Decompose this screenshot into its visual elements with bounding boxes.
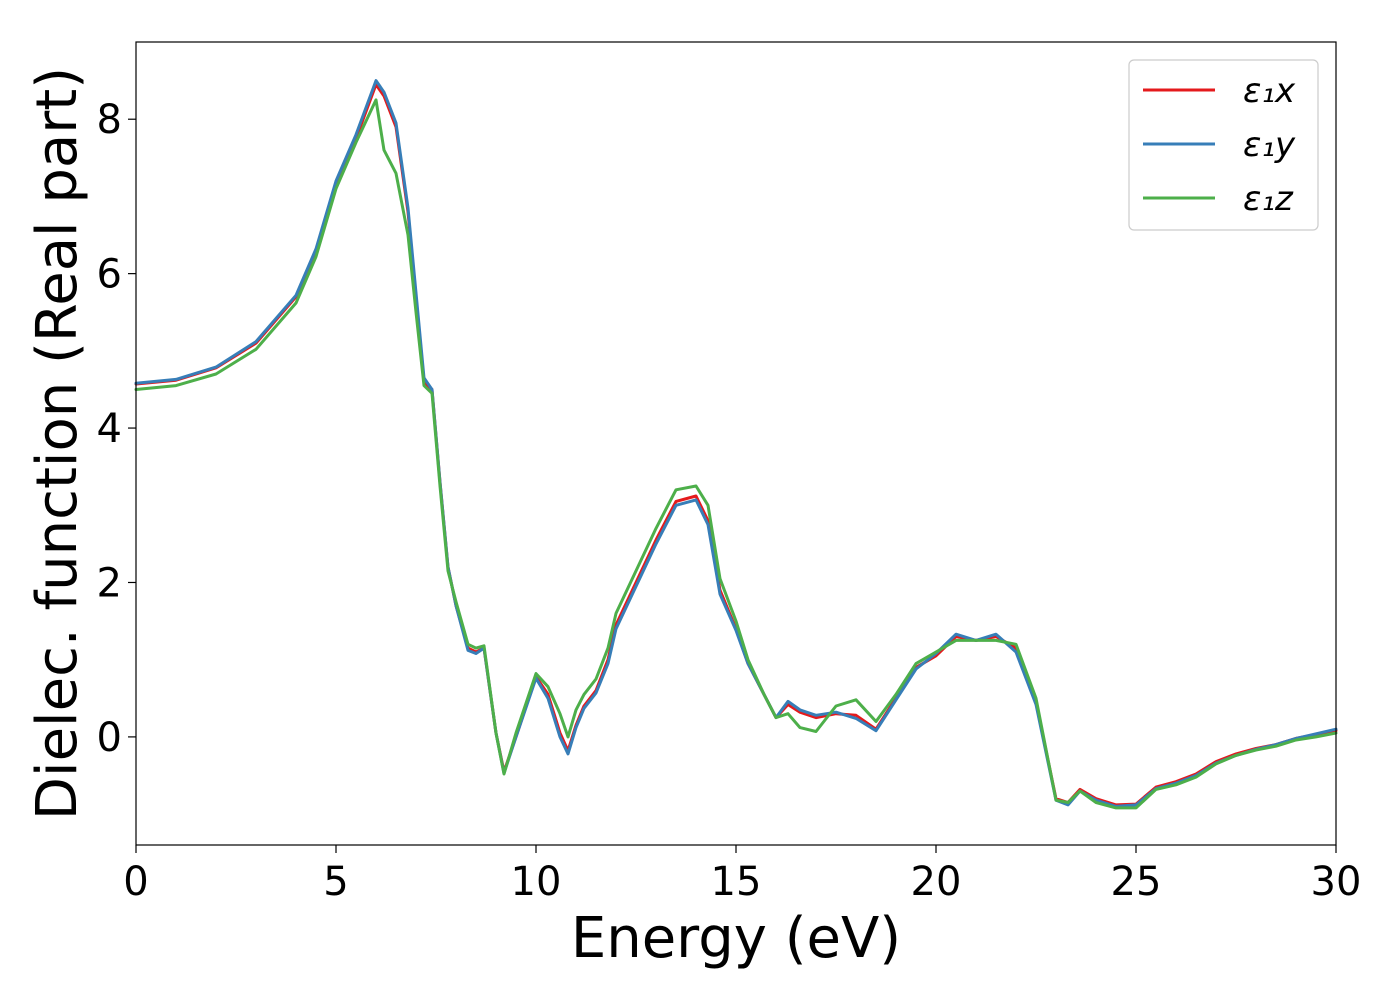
x-tick-label: 10	[511, 859, 562, 905]
y-tick-label: 4	[97, 406, 122, 452]
y-axis-title: Dielec. function (Real part)	[25, 67, 90, 820]
x-axis-title: Energy (eV)	[571, 906, 901, 971]
y-tick-label: 0	[97, 715, 122, 761]
x-tick-label: 0	[123, 859, 148, 905]
legend-frame	[1128, 59, 1319, 231]
x-tick-label: 20	[911, 859, 962, 905]
series-lines	[134, 79, 1338, 810]
legend-label-2: ε₁y	[1243, 125, 1296, 165]
series-line-3	[134, 98, 1338, 810]
x-tick-label: 15	[711, 859, 762, 905]
axis-ticks: 0 5 10 15 20 25 30 0 2 4 6 8	[97, 97, 1362, 905]
y-tick-label: 6	[97, 252, 122, 298]
x-tick-label: 5	[323, 859, 348, 905]
legend-items: ε₁x ε₁y ε₁z	[1143, 71, 1296, 219]
x-tick-label: 25	[1111, 859, 1162, 905]
y-tick-label: 2	[97, 560, 122, 606]
legend: ε₁x ε₁y ε₁z	[1128, 59, 1319, 231]
x-tick-label: 30	[1311, 859, 1362, 905]
legend-label-1: ε₁x	[1243, 71, 1296, 111]
y-tick-label: 8	[97, 97, 122, 143]
series-line-2	[134, 79, 1338, 808]
legend-label-3: ε₁z	[1243, 179, 1294, 219]
